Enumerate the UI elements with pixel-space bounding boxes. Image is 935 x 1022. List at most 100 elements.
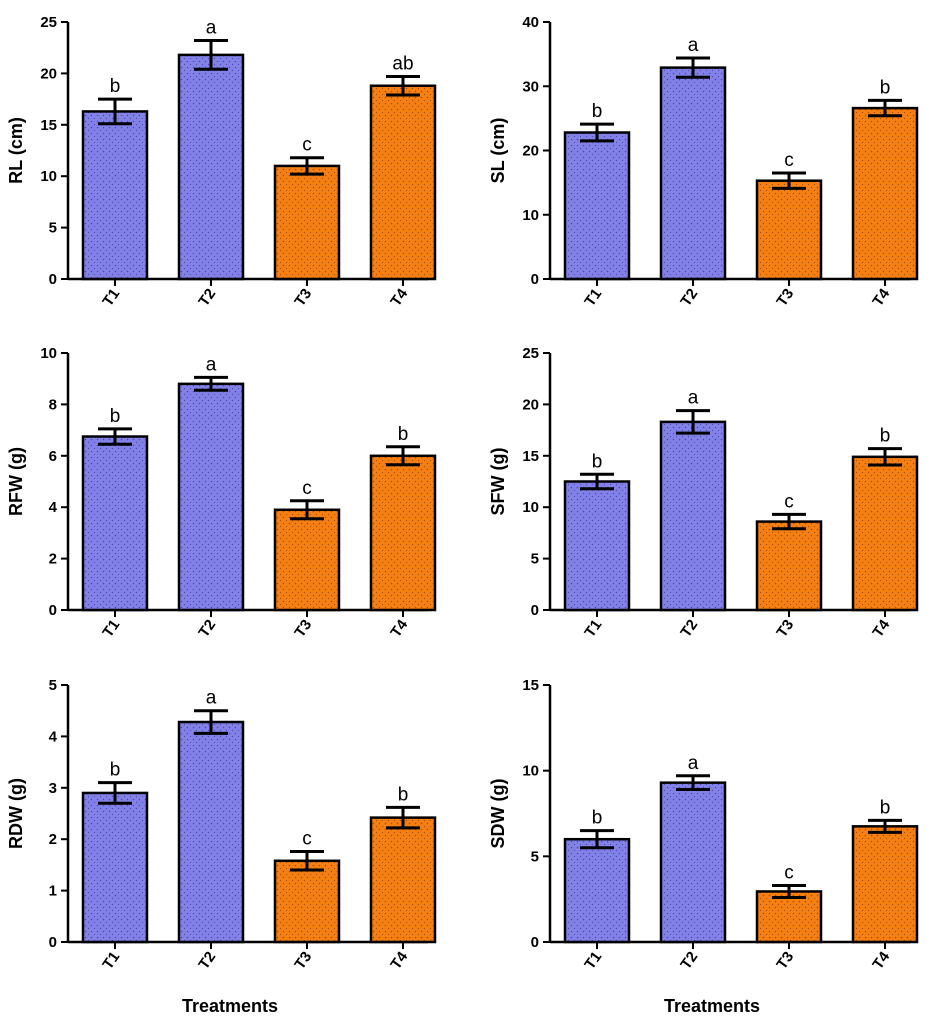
y-tick-label: 15 bbox=[40, 117, 57, 134]
bar-t1 bbox=[81, 791, 149, 944]
y-tick-label: 5 bbox=[531, 551, 539, 568]
significance-letter: a bbox=[206, 688, 217, 709]
chart-panel: 0 10 20 30 40 SL (cm) b T1 a T2 c T3 b T4 bbox=[488, 14, 919, 310]
x-tick-label: T3 bbox=[291, 286, 315, 310]
bar-t3 bbox=[755, 179, 823, 281]
bar-t1 bbox=[563, 837, 631, 944]
bar-t3 bbox=[273, 508, 341, 612]
x-tick-label: T2 bbox=[195, 617, 219, 641]
y-tick-label: 2 bbox=[49, 831, 57, 848]
significance-letter: b bbox=[110, 760, 121, 781]
y-tick-label: 4 bbox=[49, 728, 58, 745]
bar-t4 bbox=[369, 816, 437, 944]
chart-panel: 0 5 10 15 20 25 SFW (g) b T1 a T2 c T3 b T4 bbox=[488, 345, 919, 641]
y-tick-label: 4 bbox=[49, 499, 58, 516]
y-tick-label: 3 bbox=[49, 780, 57, 797]
y-tick-label: 0 bbox=[531, 934, 539, 951]
bar-t4 bbox=[851, 455, 919, 612]
y-axis-title: SL (cm) bbox=[488, 118, 508, 184]
y-axis-title: RFW (g) bbox=[6, 447, 26, 516]
y-tick-label: 10 bbox=[522, 207, 539, 224]
significance-letter: b bbox=[398, 784, 409, 805]
significance-letter: a bbox=[688, 388, 699, 409]
y-tick-label: 20 bbox=[522, 396, 539, 413]
significance-letter: b bbox=[110, 76, 121, 97]
significance-letter: a bbox=[206, 354, 217, 375]
y-tick-label: 25 bbox=[522, 345, 539, 362]
y-tick-label: 0 bbox=[531, 602, 539, 619]
bar-t2 bbox=[659, 66, 727, 281]
significance-letter: b bbox=[880, 426, 891, 447]
bar-t4 bbox=[851, 106, 919, 281]
y-tick-label: 0 bbox=[531, 271, 539, 288]
y-axis-title: SDW (g) bbox=[488, 779, 508, 849]
significance-letter: b bbox=[592, 451, 603, 472]
y-tick-label: 10 bbox=[40, 168, 57, 185]
x-tick-label: T3 bbox=[291, 617, 315, 641]
significance-letter: b bbox=[592, 101, 603, 122]
significance-letter: c bbox=[784, 150, 794, 171]
bar-t3 bbox=[273, 164, 341, 281]
significance-letter: c bbox=[302, 829, 312, 850]
y-tick-label: 5 bbox=[49, 220, 57, 237]
chart-panel: 0 5 10 15 SDW (g) b T1 a T2 c T3 b T4 Treatments bbox=[488, 677, 919, 1016]
y-tick-label: 0 bbox=[49, 602, 57, 619]
x-tick-label: T4 bbox=[869, 616, 893, 641]
significance-letter: b bbox=[880, 77, 891, 98]
y-tick-label: 5 bbox=[531, 848, 539, 865]
bar-t2 bbox=[659, 781, 727, 944]
y-tick-label: 10 bbox=[522, 763, 539, 780]
x-axis-title: Treatments bbox=[182, 996, 278, 1016]
x-tick-label: T4 bbox=[869, 285, 893, 310]
x-tick-label: T1 bbox=[581, 617, 605, 641]
bar-t2 bbox=[177, 382, 245, 612]
significance-letter: c bbox=[784, 491, 794, 512]
x-tick-label: T4 bbox=[387, 948, 411, 973]
x-tick-label: T4 bbox=[869, 948, 893, 973]
y-tick-label: 6 bbox=[49, 448, 57, 465]
significance-letter: b bbox=[592, 808, 603, 829]
y-tick-label: 25 bbox=[40, 14, 57, 31]
significance-letter: b bbox=[398, 424, 409, 445]
x-tick-label: T1 bbox=[581, 949, 605, 973]
bar-t3 bbox=[755, 520, 823, 612]
y-tick-label: 0 bbox=[49, 271, 57, 288]
significance-letter: c bbox=[784, 862, 794, 883]
bar-t4 bbox=[851, 825, 919, 944]
x-tick-label: T2 bbox=[677, 949, 701, 973]
x-tick-label: T3 bbox=[773, 286, 797, 310]
x-tick-label: T1 bbox=[99, 617, 123, 641]
chart-panel: 0 1 2 3 4 5 RDW (g) b T1 a T2 c T3 b T4 Treatments bbox=[6, 677, 437, 1016]
x-tick-label: T3 bbox=[773, 617, 797, 641]
bar-t2 bbox=[659, 420, 727, 612]
bar-t4 bbox=[369, 84, 437, 281]
significance-letter: c bbox=[302, 135, 312, 156]
y-axis-title: SFW (g) bbox=[488, 448, 508, 516]
y-tick-label: 0 bbox=[49, 934, 57, 951]
x-tick-label: T1 bbox=[581, 286, 605, 310]
x-tick-label: T2 bbox=[677, 286, 701, 310]
chart-panel: 0 2 4 6 8 10 RFW (g) b T1 a T2 c T3 b T4 bbox=[6, 345, 437, 641]
y-tick-label: 10 bbox=[522, 499, 539, 516]
y-tick-label: 15 bbox=[522, 677, 539, 694]
y-axis-title: RDW (g) bbox=[6, 778, 26, 849]
bar-t3 bbox=[273, 859, 341, 944]
x-axis-title: Treatments bbox=[664, 996, 760, 1016]
bar-t2 bbox=[177, 53, 245, 281]
bar-t2 bbox=[177, 720, 245, 944]
significance-letter: b bbox=[110, 406, 121, 427]
bar-t1 bbox=[563, 131, 631, 281]
x-tick-label: T4 bbox=[387, 285, 411, 310]
y-tick-label: 8 bbox=[49, 396, 57, 413]
x-tick-label: T2 bbox=[195, 286, 219, 310]
significance-letter: b bbox=[880, 797, 891, 818]
significance-letter: a bbox=[206, 18, 217, 39]
y-tick-label: 2 bbox=[49, 551, 57, 568]
bar-t3 bbox=[755, 890, 823, 944]
x-tick-label: T3 bbox=[773, 949, 797, 973]
y-tick-label: 20 bbox=[40, 65, 57, 82]
bar-t4 bbox=[369, 454, 437, 612]
x-tick-label: T2 bbox=[195, 949, 219, 973]
x-tick-label: T1 bbox=[99, 949, 123, 973]
